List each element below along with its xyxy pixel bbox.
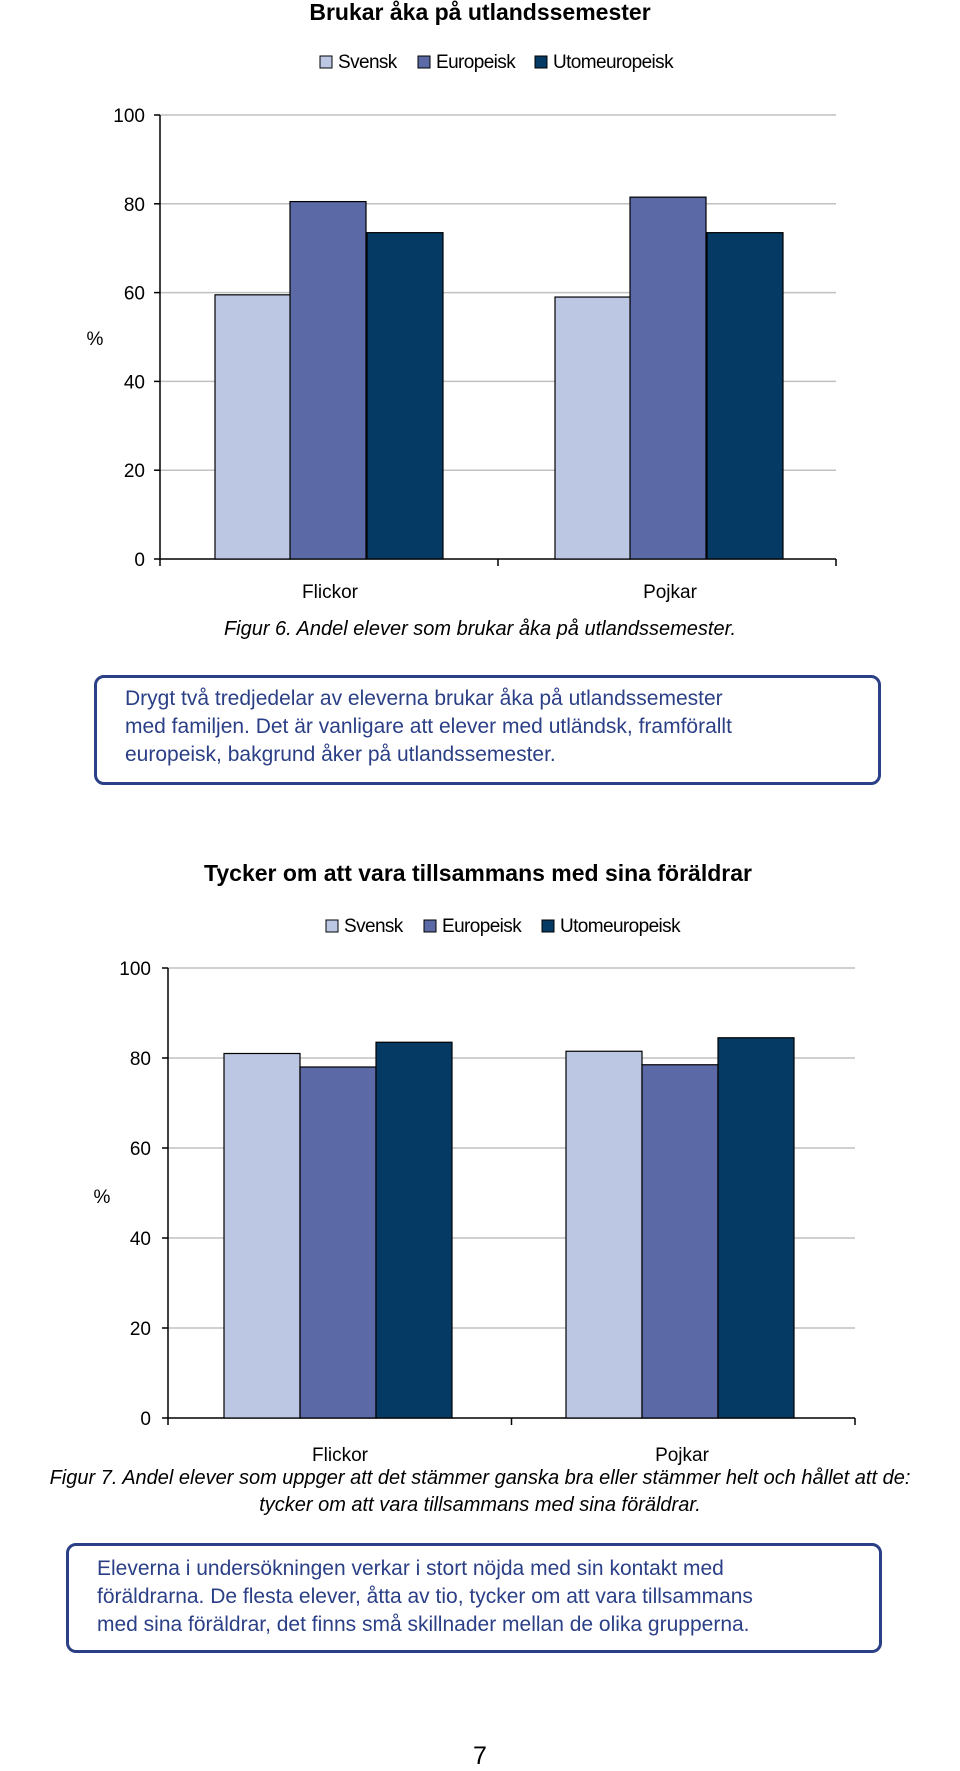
y-tick-label: 100 — [119, 959, 151, 980]
figure-caption-7: Figur 7. Andel elever som uppger att det… — [0, 1465, 960, 1519]
figure-caption-6: Figur 6. Andel elever som brukar åka på … — [223, 618, 737, 640]
plot-area: 0 20 40 60 80 100 Flickor Pojkar — [113, 106, 837, 603]
caption-line: Figur 7. Andel elever som uppger att det… — [49, 1467, 911, 1489]
bar-europeisk-pojkar — [641, 1064, 719, 1419]
chart-legend: Svensk Europeisk Utomeuropeisk — [325, 916, 682, 937]
x-category-label: Pojkar — [655, 1445, 710, 1466]
bar-svensk-flickor — [223, 1052, 301, 1419]
legend-label-svensk: Svensk — [338, 52, 398, 73]
note-box-2: Eleverna i undersökningen verkar i stort… — [66, 1543, 882, 1653]
bar-svensk-pojkar — [565, 1050, 643, 1419]
y-axis-label: % — [94, 1187, 111, 1208]
y-tick-label: 40 — [130, 1229, 151, 1250]
chart-utlandssemester: Brukar åka på utlandssemester Svensk Eur… — [87, 0, 837, 603]
legend-swatch-svensk — [325, 919, 339, 933]
chart-title: Tycker om att vara tillsammans med sina … — [204, 860, 752, 886]
legend-label-europeisk: Europeisk — [442, 916, 522, 937]
chart-title: Brukar åka på utlandssemester — [309, 0, 650, 25]
bar-europeisk-flickor — [289, 200, 367, 560]
note-line: europeisk, bakgrund åker på utlandssemes… — [125, 743, 556, 766]
legend-swatch-utomeuropeisk — [541, 919, 555, 933]
caption-line: tycker om att vara tillsammans med sina … — [259, 1494, 701, 1516]
note-line: föräldrarna. De flesta elever, åtta av t… — [97, 1585, 753, 1608]
y-axis-label: % — [87, 329, 104, 350]
bar-utomeuropeisk-pojkar — [706, 232, 784, 560]
legend-label-utomeuropeisk: Utomeuropeisk — [560, 916, 681, 937]
x-category-label: Pojkar — [643, 582, 698, 603]
legend-label-svensk: Svensk — [344, 916, 404, 937]
x-category-label: Flickor — [302, 582, 359, 603]
bar-svensk-pojkar — [554, 296, 632, 560]
plot-area: 0 20 40 60 80 100 Flickor Pojkar — [119, 959, 856, 1466]
bar-svensk-flickor — [214, 294, 292, 560]
note-box-1: Drygt två tredjedelar av eleverna brukar… — [94, 675, 881, 785]
y-tick-label: 40 — [124, 372, 145, 393]
chart-legend: Svensk Europeisk Utomeuropeisk — [319, 52, 675, 73]
chart-foraldrar: Tycker om att vara tillsammans med sina … — [94, 860, 856, 1466]
page-number: 7 — [473, 1742, 487, 1770]
y-tick-label: 80 — [130, 1049, 151, 1070]
legend-swatch-europeisk — [417, 55, 431, 69]
legend-label-europeisk: Europeisk — [436, 52, 516, 73]
bar-utomeuropeisk-flickor — [366, 232, 444, 560]
note-line: med sina föräldrar, det finns små skilln… — [97, 1613, 750, 1636]
x-category-label: Flickor — [312, 1445, 369, 1466]
y-tick-label: 0 — [140, 1409, 151, 1430]
bar-utomeuropeisk-flickor — [375, 1041, 453, 1419]
legend-swatch-europeisk — [423, 919, 437, 933]
legend-swatch-svensk — [319, 55, 333, 69]
y-tick-label: 100 — [113, 106, 145, 127]
legend-swatch-utomeuropeisk — [534, 55, 548, 69]
bar-europeisk-pojkar — [629, 196, 707, 560]
y-tick-label: 60 — [130, 1139, 151, 1160]
bar-utomeuropeisk-pojkar — [717, 1037, 795, 1419]
y-tick-label: 80 — [124, 195, 145, 216]
note-line: med familjen. Det är vanligare att eleve… — [125, 715, 732, 738]
bar-europeisk-flickor — [299, 1066, 377, 1419]
y-tick-label: 60 — [124, 284, 145, 305]
note-line: Eleverna i undersökningen verkar i stort… — [97, 1557, 724, 1580]
y-tick-label: 0 — [134, 550, 145, 571]
y-tick-label: 20 — [130, 1319, 151, 1340]
y-tick-label: 20 — [124, 461, 145, 482]
note-line: Drygt två tredjedelar av eleverna brukar… — [125, 687, 723, 710]
legend-label-utomeuropeisk: Utomeuropeisk — [553, 52, 674, 73]
